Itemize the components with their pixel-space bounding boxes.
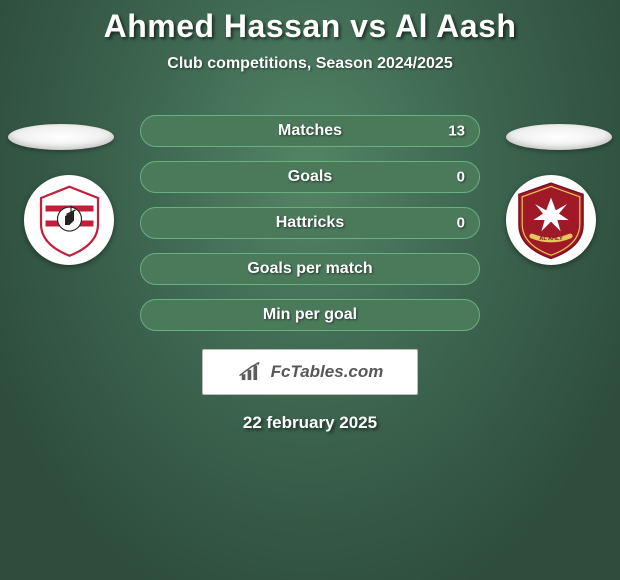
page-title: Ahmed Hassan vs Al Aash [0, 8, 620, 45]
player-right-ellipse [506, 124, 612, 150]
stat-pill: Goals 0 [140, 161, 480, 193]
stat-label: Min per goal [263, 306, 357, 324]
stat-pill: Min per goal [140, 299, 480, 331]
club-badge-right: AL AHLY [506, 175, 596, 265]
stat-label: Hattricks [276, 214, 344, 232]
stat-value-right: 0 [457, 215, 465, 232]
stat-label: Goals [288, 168, 332, 186]
player-left-ellipse [8, 124, 114, 150]
stat-pill-list: Matches 13 Goals 0 Hattricks 0 Goals per… [140, 115, 480, 331]
date-text: 22 february 2025 [0, 413, 620, 433]
stat-pill: Hattricks 0 [140, 207, 480, 239]
svg-text:AL AHLY: AL AHLY [539, 236, 563, 242]
stat-label: Goals per match [247, 260, 372, 278]
subtitle: Club competitions, Season 2024/2025 [0, 55, 620, 73]
club-badge-left [24, 175, 114, 265]
watermark-text: FcTables.com [271, 362, 384, 382]
zamalek-crest-icon [32, 183, 107, 258]
stat-value-right: 0 [457, 169, 465, 186]
stat-label: Matches [278, 122, 342, 140]
bar-chart-icon [237, 361, 267, 383]
stat-pill: Matches 13 [140, 115, 480, 147]
stat-value-right: 13 [448, 123, 465, 140]
watermark: FcTables.com [202, 349, 418, 395]
al-ahly-crest-icon: AL AHLY [511, 180, 591, 260]
stat-pill: Goals per match [140, 253, 480, 285]
